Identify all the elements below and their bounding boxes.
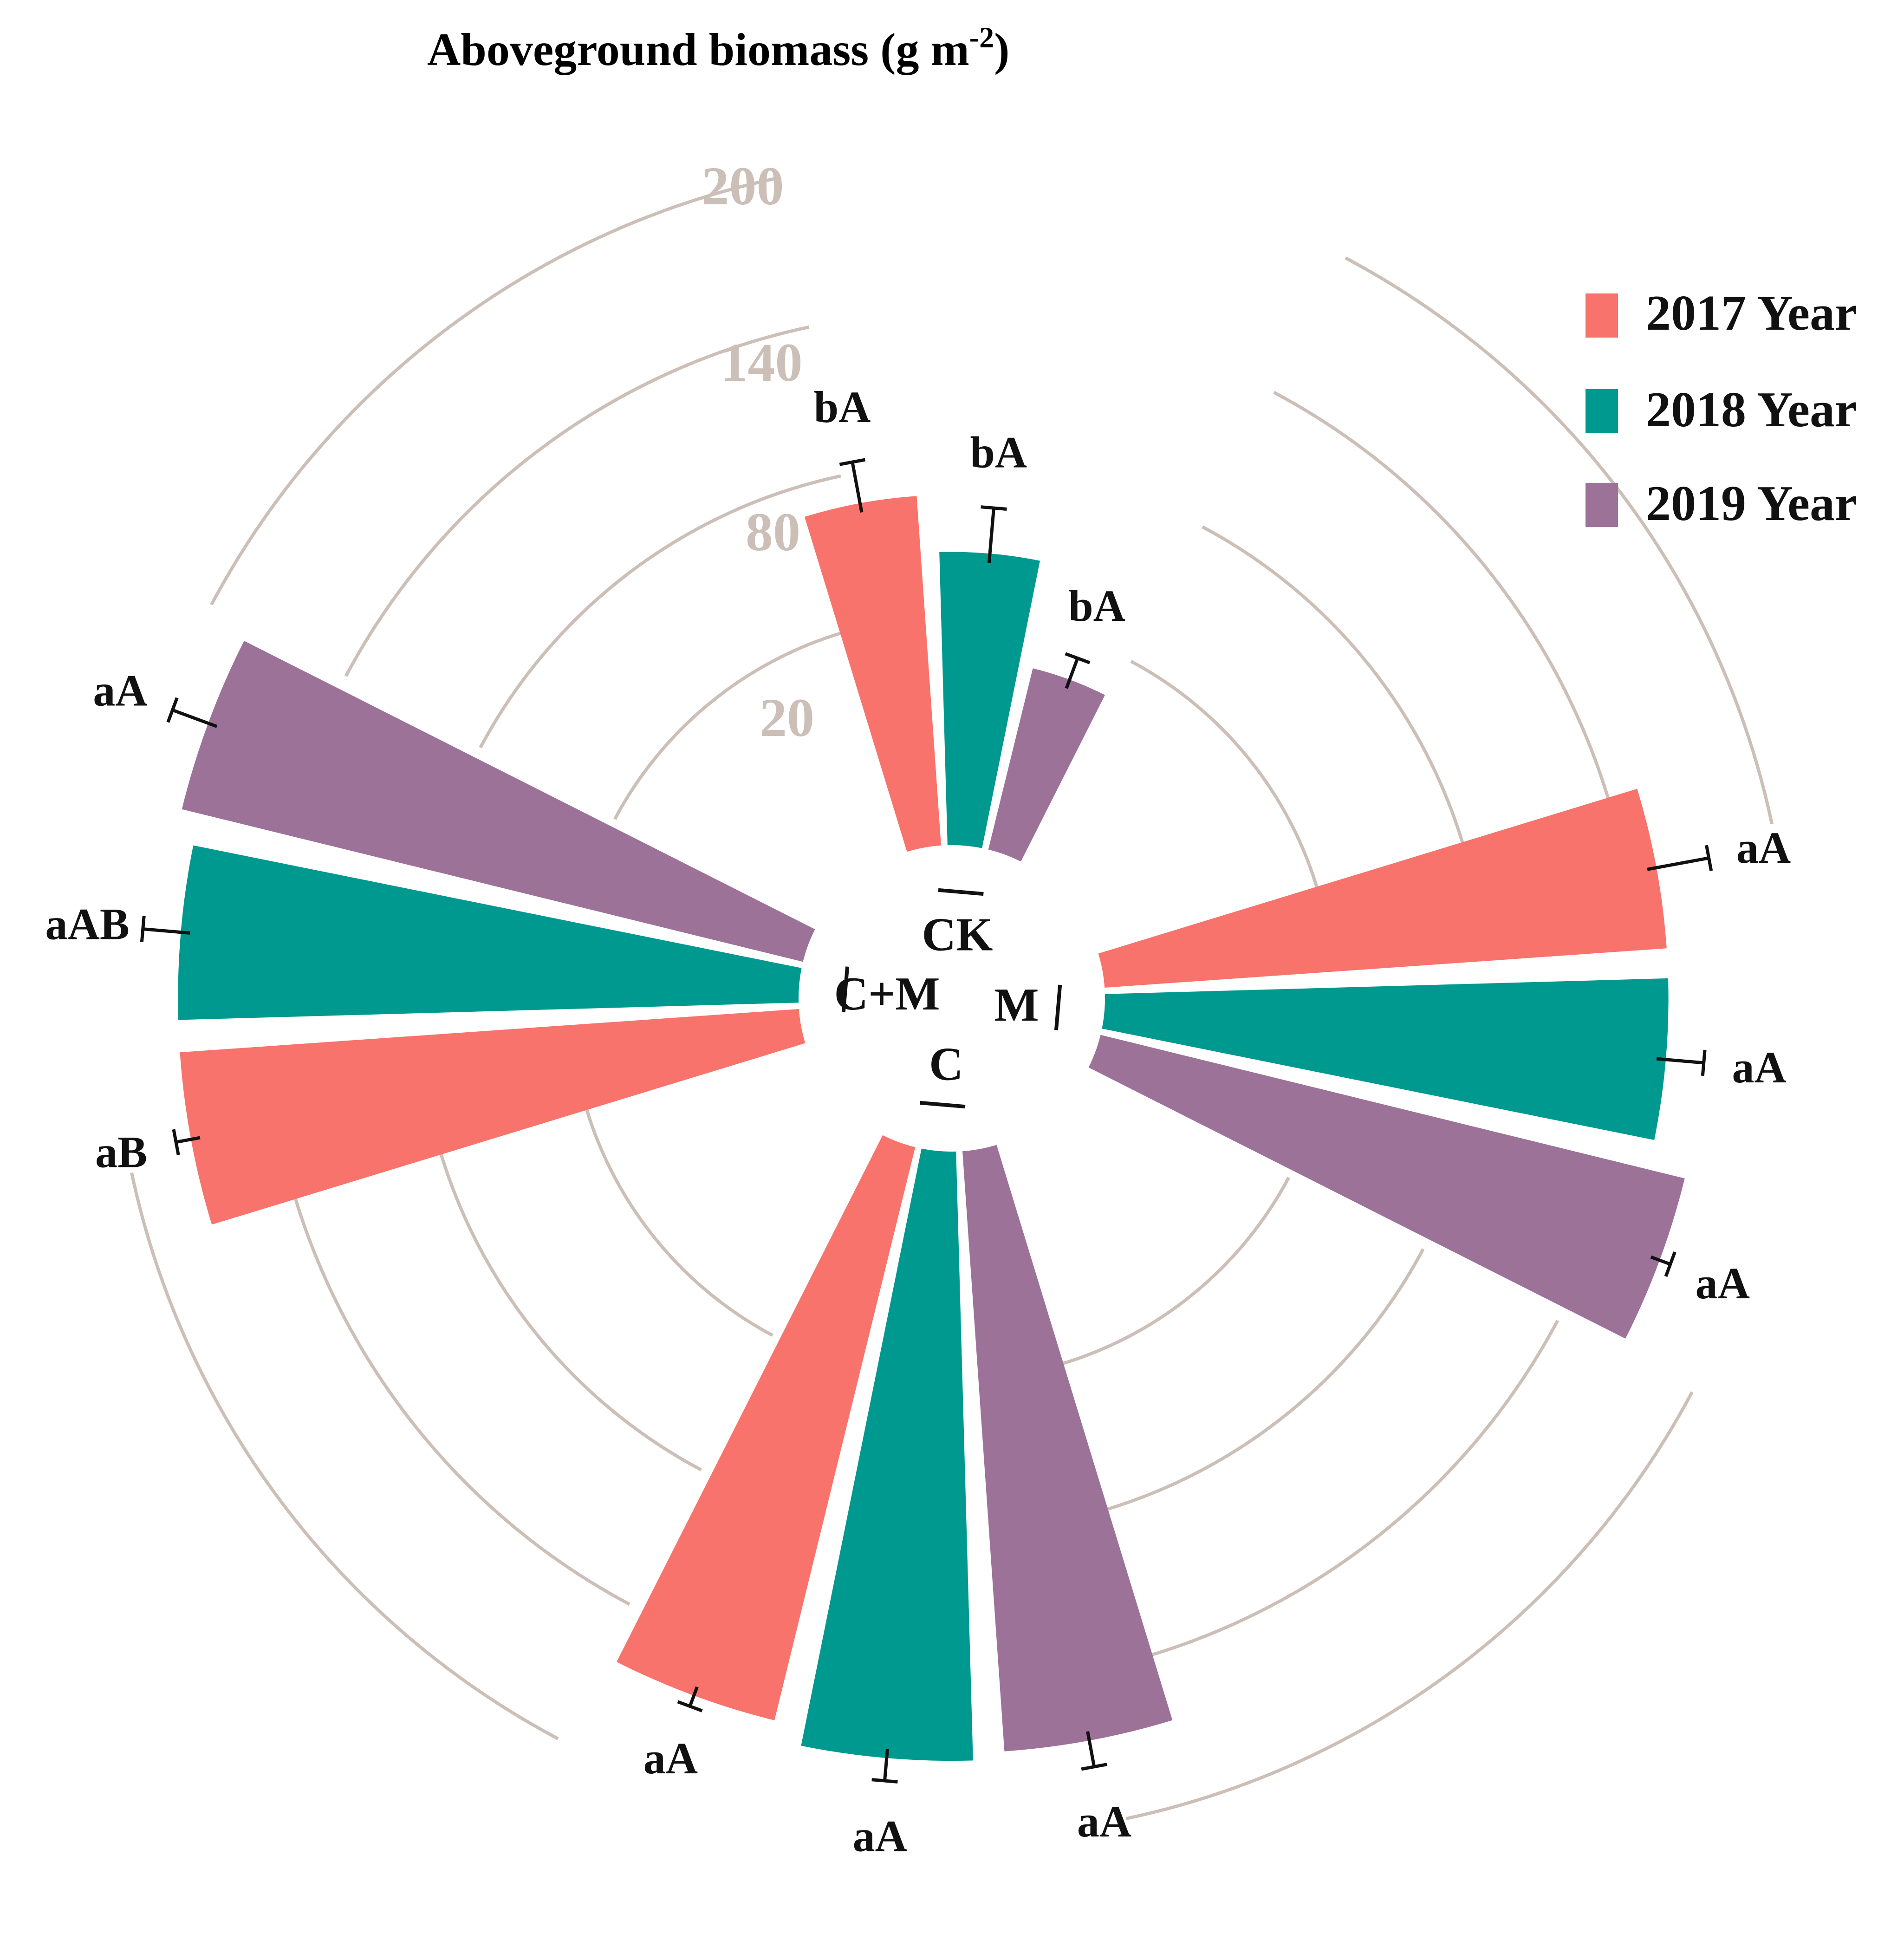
significance-label: aA bbox=[1696, 1258, 1750, 1308]
error-bar-cap bbox=[1705, 845, 1713, 871]
significance-label: aA bbox=[1736, 823, 1791, 873]
significance-label: aA bbox=[93, 666, 147, 716]
grid-layer bbox=[130, 176, 1774, 1820]
error-bar bbox=[1647, 856, 1709, 871]
bar-layer bbox=[178, 496, 1685, 1761]
significance-label: bA bbox=[970, 428, 1027, 477]
error-bar bbox=[1656, 1057, 1704, 1065]
chart-title-superscript: -2 bbox=[969, 21, 994, 54]
category-label-cplusm: C+M bbox=[834, 968, 940, 1020]
error-bar-cap bbox=[677, 1700, 703, 1713]
category-label-c: C bbox=[929, 1038, 963, 1091]
chart-title: Aboveground biomass (g m-2) bbox=[427, 21, 1009, 75]
grid-arc bbox=[1130, 660, 1327, 919]
error-bar bbox=[688, 1686, 699, 1707]
grid-arc bbox=[279, 1140, 630, 1606]
error-bar bbox=[172, 708, 218, 728]
grid-arc bbox=[1273, 391, 1625, 856]
significance-label: aA bbox=[1732, 1042, 1787, 1092]
legend-swatch-2019 bbox=[1586, 483, 1618, 527]
bar-c-2019 bbox=[962, 1145, 1173, 1752]
significance-label: aA bbox=[1077, 1797, 1131, 1846]
error-bar bbox=[883, 1748, 889, 1781]
grid-arc bbox=[1062, 1248, 1425, 1523]
bar-ck-2017 bbox=[805, 496, 941, 852]
error-bar bbox=[175, 1136, 201, 1144]
bar-ck-2018 bbox=[939, 552, 1040, 848]
legend: 2017 Year 2018 Year 2019 Year bbox=[1586, 286, 1857, 531]
significance-label: aA bbox=[853, 1811, 907, 1861]
grid-arc bbox=[1202, 525, 1476, 888]
bar-m-2018 bbox=[1102, 978, 1669, 1140]
error-bar-cap bbox=[166, 697, 179, 723]
grid-arc bbox=[130, 1172, 559, 1740]
radial-tick-label-200: 200 bbox=[702, 156, 784, 216]
grid-arc bbox=[1094, 1320, 1560, 1672]
error-bar-cap bbox=[1701, 1049, 1707, 1076]
error-bar-cap bbox=[871, 1778, 898, 1784]
category-tick bbox=[938, 888, 984, 896]
legend-swatch-2018 bbox=[1586, 389, 1618, 433]
error-bar-cap bbox=[140, 916, 146, 942]
error-bar-layer bbox=[140, 458, 1713, 1784]
radial-tick-label-140: 140 bbox=[721, 332, 803, 393]
significance-label: aAB bbox=[45, 899, 130, 949]
bar-ck-2019 bbox=[988, 668, 1105, 862]
error-bar bbox=[1065, 658, 1079, 689]
chart-title-suffix: ) bbox=[994, 24, 1009, 75]
error-bar-cap bbox=[1081, 1763, 1107, 1771]
bar-cplusm-2018 bbox=[178, 845, 802, 1020]
error-bar bbox=[987, 508, 995, 563]
category-tick bbox=[1054, 984, 1062, 1030]
error-bar bbox=[851, 462, 864, 513]
legend-label-2019: 2019 Year bbox=[1646, 476, 1857, 531]
bar-c-2017 bbox=[617, 1135, 916, 1720]
radial-tick-label-20: 20 bbox=[760, 687, 814, 748]
bar-m-2017 bbox=[1098, 788, 1667, 988]
bar-cplusm-2019 bbox=[182, 641, 815, 962]
grid-arc bbox=[210, 176, 778, 606]
error-bar bbox=[1650, 1255, 1671, 1266]
grid-arc bbox=[613, 623, 873, 820]
grid-arc bbox=[1031, 1177, 1290, 1374]
legend-swatch-2017 bbox=[1586, 293, 1618, 338]
grid-arc bbox=[1125, 1391, 1694, 1820]
error-bar-cap bbox=[1065, 652, 1091, 664]
significance-label: bA bbox=[814, 382, 871, 432]
category-label-ck: CK bbox=[922, 909, 993, 961]
legend-label-2018: 2018 Year bbox=[1646, 382, 1857, 437]
grid-arc bbox=[1345, 256, 1774, 825]
error-bar bbox=[143, 927, 190, 935]
grid-arc bbox=[577, 1077, 773, 1337]
error-bar-cap bbox=[839, 458, 866, 466]
bar-cplusm-2017 bbox=[180, 1009, 806, 1225]
error-bar bbox=[1086, 1731, 1096, 1767]
category-label-m: M bbox=[994, 979, 1039, 1031]
category-tick bbox=[841, 966, 850, 1012]
significance-label-layer: bA bA bA aA aA aA aA aA aA aB aAB aA bbox=[45, 382, 1791, 1861]
legend-label-2017: 2017 Year bbox=[1646, 286, 1857, 341]
category-tick bbox=[920, 1100, 966, 1109]
significance-label: bA bbox=[1068, 581, 1125, 631]
grid-arc bbox=[428, 1109, 702, 1472]
grid-arc bbox=[479, 474, 841, 749]
error-bar-cap bbox=[172, 1129, 180, 1155]
bar-c-2018 bbox=[801, 1148, 973, 1761]
radial-tick-label-80: 80 bbox=[746, 501, 800, 562]
significance-label: aB bbox=[95, 1127, 147, 1177]
bar-m-2019 bbox=[1088, 1035, 1685, 1339]
error-bar-cap bbox=[981, 505, 1007, 511]
grid-arc bbox=[344, 325, 810, 677]
error-bar-cap bbox=[1664, 1251, 1677, 1277]
significance-label: aA bbox=[643, 1733, 698, 1783]
